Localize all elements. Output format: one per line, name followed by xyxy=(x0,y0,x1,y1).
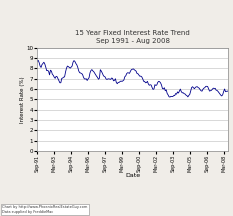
X-axis label: Date: Date xyxy=(125,173,140,178)
Y-axis label: Interest Rate (%): Interest Rate (%) xyxy=(20,76,25,123)
Text: Chart by http://www.PhoenixRealEstateGuy.com
Data supplied by FreddieMac: Chart by http://www.PhoenixRealEstateGuy… xyxy=(2,205,88,214)
Title: 15 Year Fixed Interest Rate Trend
Sep 1991 - Aug 2008: 15 Year Fixed Interest Rate Trend Sep 19… xyxy=(75,30,190,44)
